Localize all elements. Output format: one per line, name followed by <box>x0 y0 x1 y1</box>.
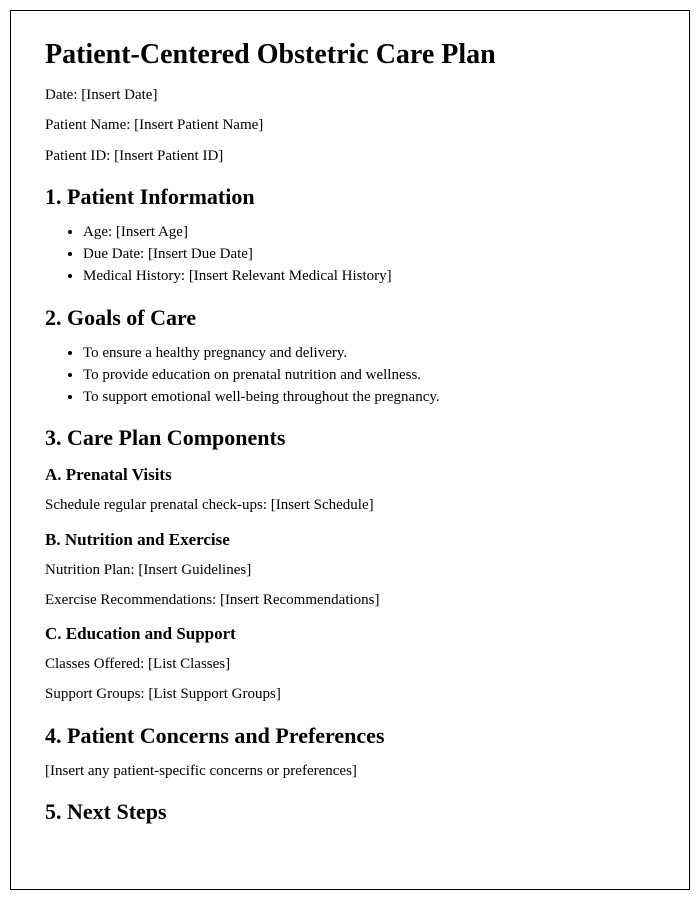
header-date: Date: [Insert Date] <box>45 85 655 105</box>
section-2-heading: 2. Goals of Care <box>45 305 655 331</box>
page-title: Patient-Centered Obstetric Care Plan <box>45 39 655 71</box>
section-1-heading: 1. Patient Information <box>45 184 655 210</box>
list-item: To support emotional well-being througho… <box>83 387 655 407</box>
section-2-list: To ensure a healthy pregnancy and delive… <box>45 343 655 408</box>
section-5-heading: 5. Next Steps <box>45 799 655 825</box>
section-3b-line: Nutrition Plan: [Insert Guidelines] <box>45 560 655 580</box>
section-3c-line: Support Groups: [List Support Groups] <box>45 684 655 704</box>
list-item: To ensure a healthy pregnancy and delive… <box>83 343 655 363</box>
section-3a-heading: A. Prenatal Visits <box>45 465 655 485</box>
section-3c-line: Classes Offered: [List Classes] <box>45 654 655 674</box>
list-item: Due Date: [Insert Due Date] <box>83 244 655 264</box>
document-page: Patient-Centered Obstetric Care Plan Dat… <box>10 10 690 890</box>
list-item: Age: [Insert Age] <box>83 222 655 242</box>
section-3c-heading: C. Education and Support <box>45 624 655 644</box>
header-patient-name: Patient Name: [Insert Patient Name] <box>45 115 655 135</box>
list-item: To provide education on prenatal nutriti… <box>83 365 655 385</box>
section-3b-heading: B. Nutrition and Exercise <box>45 530 655 550</box>
section-3a-line: Schedule regular prenatal check-ups: [In… <box>45 495 655 515</box>
section-3-heading: 3. Care Plan Components <box>45 425 655 451</box>
section-3b-line: Exercise Recommendations: [Insert Recomm… <box>45 590 655 610</box>
list-item: Medical History: [Insert Relevant Medica… <box>83 266 655 286</box>
section-4-body: [Insert any patient-specific concerns or… <box>45 761 655 781</box>
header-patient-id: Patient ID: [Insert Patient ID] <box>45 146 655 166</box>
section-4-heading: 4. Patient Concerns and Preferences <box>45 723 655 749</box>
section-1-list: Age: [Insert Age] Due Date: [Insert Due … <box>45 222 655 287</box>
